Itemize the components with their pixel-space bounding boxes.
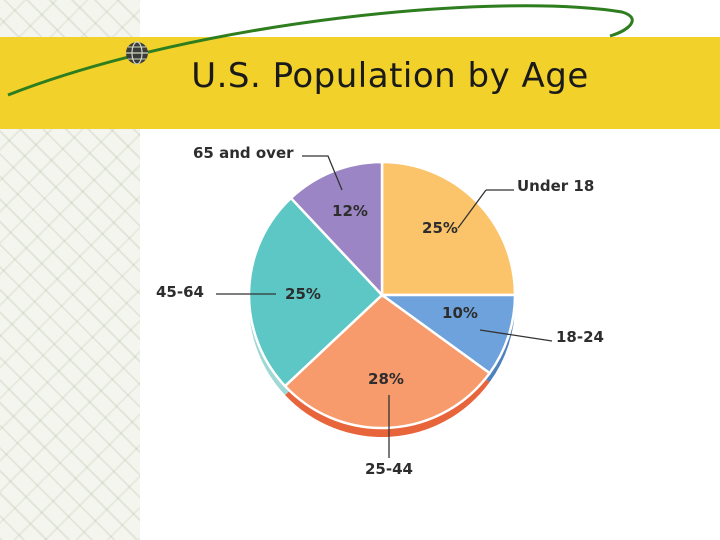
slice-value-label: 12%	[332, 202, 368, 220]
pie-slice-under-18	[380, 160, 517, 297]
slice-value-label: 10%	[442, 304, 478, 322]
callout-line	[457, 189, 487, 229]
globe-icon	[126, 41, 148, 65]
slice-value-label: 28%	[368, 370, 404, 388]
slice-value-label: 25%	[285, 285, 321, 303]
callout-line	[479, 329, 553, 342]
pie-slice-45-64	[247, 196, 384, 388]
pie-slice-25-44	[283, 293, 492, 430]
pie-slice-65-and-over	[289, 160, 384, 299]
slide-title: U.S. Population by Age	[191, 56, 589, 96]
slice-category-label: 25-44	[365, 460, 413, 478]
slice-category-label: 45-64	[156, 283, 204, 301]
slice-value-label: 25%	[422, 219, 458, 237]
title-band	[0, 37, 720, 129]
slice-category-label: 65 and over	[193, 144, 294, 162]
pie-slice-18-24	[378, 293, 517, 375]
slice-category-label: Under 18	[517, 177, 594, 195]
callout-line	[302, 155, 343, 191]
slice-category-label: 18-24	[556, 328, 604, 346]
